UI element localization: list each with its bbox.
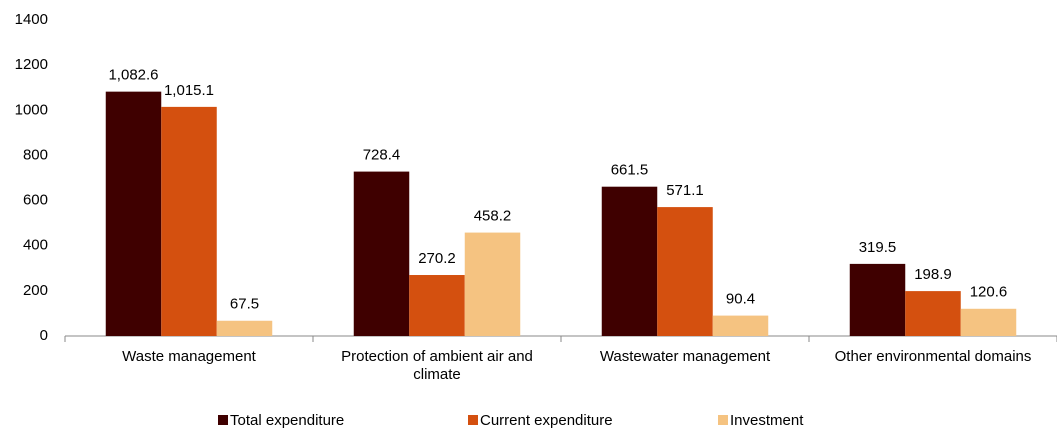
value-label: 90.4	[726, 291, 755, 308]
legend-label: Investment	[730, 412, 804, 429]
bar	[849, 263, 906, 336]
y-tick-label: 1400	[15, 11, 48, 28]
value-label: 571.1	[666, 182, 704, 199]
value-label: 1,082.6	[108, 67, 158, 84]
bar	[657, 207, 713, 336]
bar	[161, 106, 217, 336]
legend-label: Total expenditure	[230, 412, 344, 429]
x-tick-label: Other environmental domains	[834, 348, 1032, 365]
y-tick-label: 1200	[15, 56, 48, 73]
x-tick-label: Protection of ambient air and climate	[341, 348, 533, 383]
value-label: 458.2	[474, 208, 512, 225]
y-tick-label: 1000	[15, 101, 48, 118]
bar	[464, 232, 521, 336]
bar	[216, 320, 273, 336]
y-tick-label: 0	[40, 327, 48, 344]
bar	[105, 91, 162, 336]
bar	[409, 275, 465, 336]
bar	[712, 315, 769, 336]
y-tick-label: 200	[23, 282, 48, 299]
x-tick-label: Waste management	[122, 348, 256, 365]
legend-swatch	[718, 415, 728, 425]
value-label: 319.5	[859, 239, 897, 256]
legend-label: Current expenditure	[480, 412, 613, 429]
value-label: 120.6	[970, 284, 1008, 301]
x-tick-label: Wastewater management	[599, 348, 771, 365]
bar	[353, 171, 410, 336]
value-label: 198.9	[914, 266, 952, 283]
value-label: 661.5	[611, 162, 649, 179]
bar	[905, 291, 961, 336]
bar	[960, 308, 1017, 336]
bar	[601, 186, 658, 336]
y-tick-label: 800	[23, 146, 48, 163]
value-label: 67.5	[230, 296, 259, 313]
legend-swatch	[218, 415, 228, 425]
value-label: 1,015.1	[164, 82, 214, 99]
y-tick-label: 600	[23, 192, 48, 209]
value-label: 270.2	[418, 250, 456, 267]
y-tick-label: 400	[23, 237, 48, 254]
legend-swatch	[468, 415, 478, 425]
value-label: 728.4	[363, 147, 401, 164]
